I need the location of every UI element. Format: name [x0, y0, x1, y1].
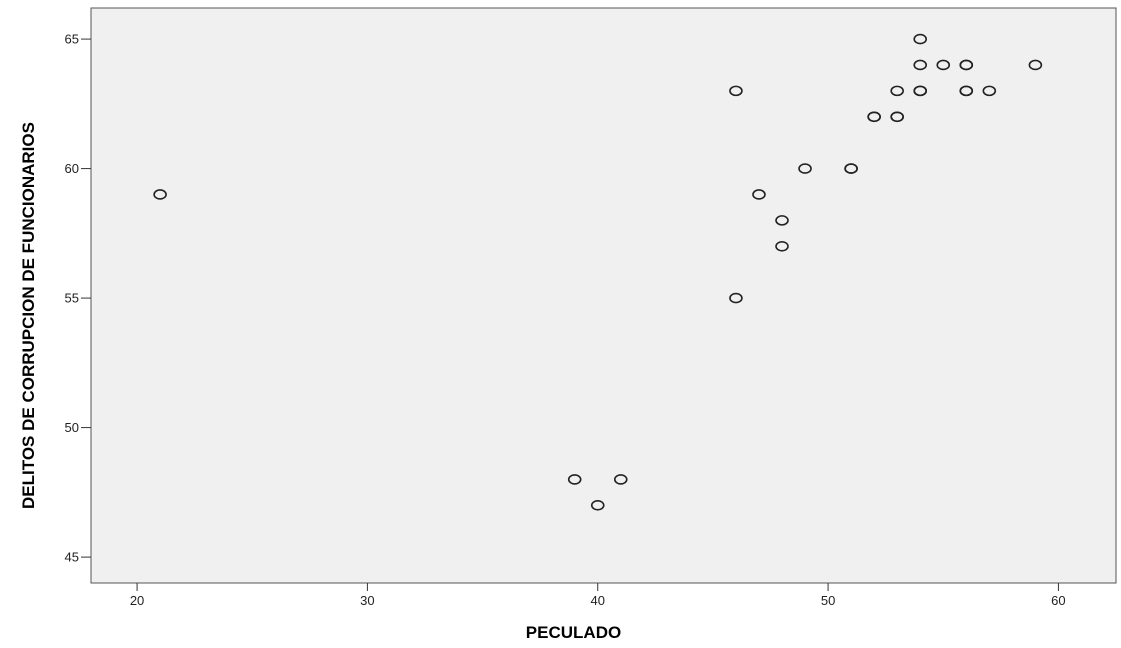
data-point: [590, 499, 605, 511]
data-point: [798, 163, 812, 174]
x-tick-label: 20: [130, 593, 144, 608]
data-point: [729, 85, 743, 97]
y-tick-label: 45: [65, 550, 79, 565]
y-tick-label: 50: [65, 420, 79, 435]
data-point: [890, 111, 904, 123]
data-point: [775, 215, 789, 226]
y-tick-label: 60: [65, 161, 79, 176]
data-point: [913, 59, 928, 71]
data-point: [867, 111, 881, 123]
data-point: [959, 59, 974, 71]
data-point: [982, 85, 997, 97]
data-point: [1028, 59, 1043, 71]
data-point: [936, 59, 951, 71]
data-point: [613, 474, 628, 485]
data-point: [844, 163, 858, 174]
data-point: [153, 189, 167, 200]
y-tick-label: 65: [65, 32, 79, 47]
x-axis: 20 30 40 50 60: [130, 583, 1066, 608]
x-tick-label: 60: [1051, 593, 1065, 608]
data-point: [775, 240, 789, 252]
x-tick-label: 30: [360, 593, 374, 608]
data-points: [153, 33, 1043, 511]
data-point: [913, 85, 928, 97]
y-axis: 45 50 55 60 65: [65, 32, 91, 565]
plot-area: [90, 7, 1117, 584]
data-point: [729, 292, 743, 304]
data-point: [890, 85, 904, 97]
y-axis-title: DELITOS DE CORRUPCION DE FUNCIONARIOS: [19, 122, 38, 509]
data-point: [959, 85, 974, 97]
y-tick-label: 55: [65, 291, 79, 306]
x-tick-label: 40: [591, 593, 605, 608]
data-point: [913, 33, 928, 45]
x-axis-title: PECULADO: [526, 623, 621, 642]
data-point: [567, 474, 582, 485]
data-point: [752, 189, 766, 200]
x-tick-label: 50: [821, 593, 835, 608]
